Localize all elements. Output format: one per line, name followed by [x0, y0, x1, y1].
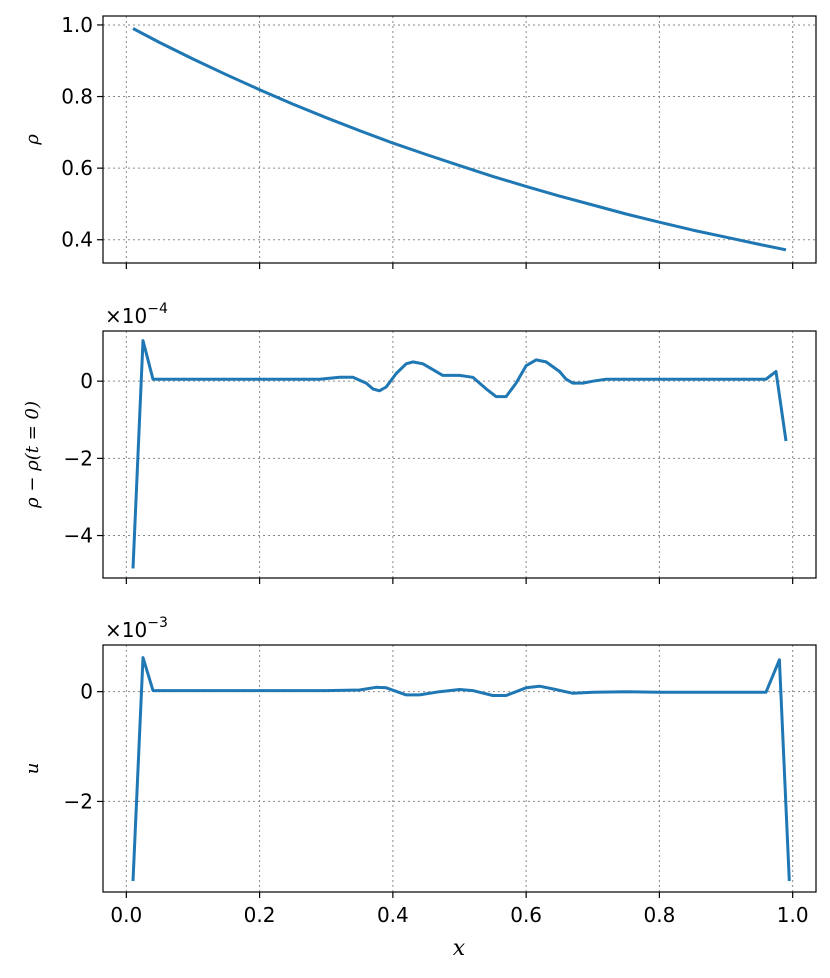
density-difference-panel: −4 −2 0 ρ − ρ(t = 0) ×10−4 — [22, 301, 817, 584]
x-tick-label: 0.2 — [244, 903, 276, 927]
offset-text: ×10−4 — [105, 301, 168, 328]
y-axis-label: ρ — [22, 134, 43, 146]
x-tick-label: 1.0 — [777, 903, 809, 927]
x-tick-label: 0.8 — [644, 903, 676, 927]
y-tick-label: 1.0 — [61, 13, 93, 37]
y-tick-label: −4 — [64, 524, 93, 548]
y-axis-label: ρ − ρ(t = 0) — [22, 401, 43, 509]
plot-frame — [102, 644, 817, 893]
y-tick-label: 0.6 — [61, 156, 93, 180]
x-tick-label: 0.6 — [510, 903, 542, 927]
y-tick-label: −2 — [64, 789, 93, 813]
y-tick-label: 0.4 — [61, 228, 93, 252]
x-tick-label: 0.4 — [377, 903, 409, 927]
y-axis-label: u — [22, 763, 43, 775]
series-line — [131, 339, 788, 569]
y-tick-label: 0.8 — [61, 85, 93, 109]
series-line — [132, 27, 787, 252]
density-panel: 0.4 0.6 0.8 1.0 ρ — [22, 13, 817, 269]
y-tick-label: 0 — [80, 680, 93, 704]
x-tick-label: 0.0 — [110, 903, 142, 927]
plot-frame — [102, 330, 817, 579]
plot-frame — [102, 15, 817, 264]
y-tick-label: −2 — [64, 446, 93, 470]
offset-text: ×10−3 — [105, 615, 168, 642]
y-tick-label: 0 — [80, 369, 93, 393]
velocity-panel: 0.0 0.2 0.4 0.6 0.8 1.0 −2 0 u ×10−3 — [22, 615, 817, 927]
x-axis-label: x — [453, 936, 466, 961]
series-line — [131, 656, 791, 882]
